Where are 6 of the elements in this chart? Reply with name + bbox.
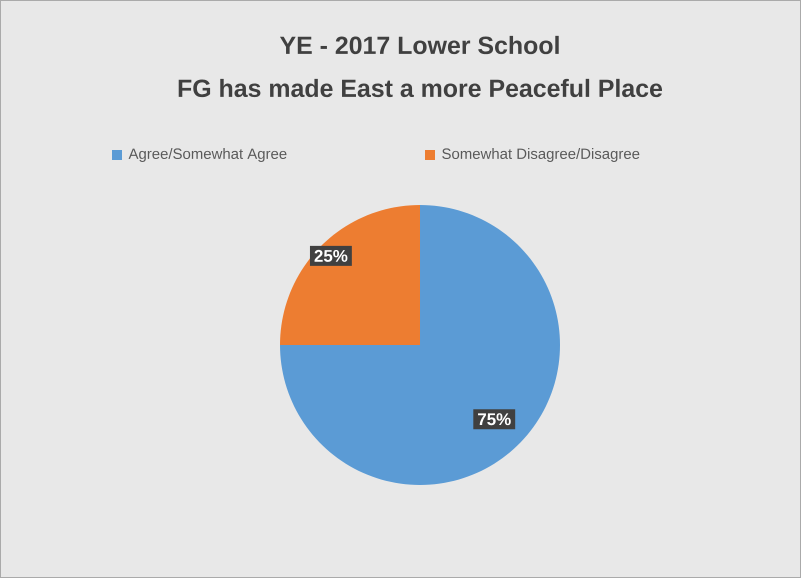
legend-label: Agree/Somewhat Agree xyxy=(128,148,286,162)
chart-title: YE - 2017 Lower School xyxy=(280,36,559,54)
legend-label: Somewhat Disagree/Disagree xyxy=(442,148,640,162)
data-label: 25% xyxy=(314,250,348,262)
data-label: 75% xyxy=(478,413,511,426)
chart-subtitle: FG has made East a more Peaceful Place xyxy=(178,78,662,98)
